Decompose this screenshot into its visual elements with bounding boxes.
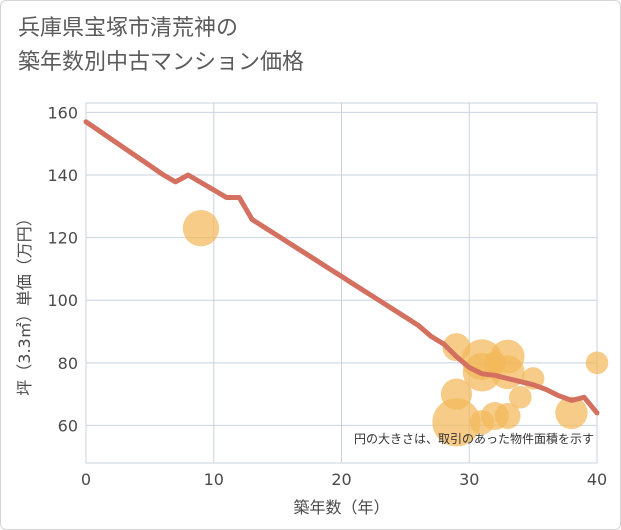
y-tick-label: 100 [47,291,78,310]
scatter-point [432,398,481,447]
x-tick-label: 10 [204,470,224,489]
chart-title-line2: 築年数別中古マンション価格 [18,50,305,75]
x-tick-label: 40 [587,470,607,489]
scatter-point [494,403,521,430]
x-axis-label: 築年数（年） [293,498,389,517]
x-tick-label: 20 [331,470,351,489]
chart-title: 兵庫県宝塚市清荒神の 築年数別中古マンション価格 [18,12,304,80]
average-price-line [83,119,600,416]
scatter-point [509,385,532,409]
y-tick-label: 140 [47,166,78,185]
y-axis-label: 坪（3.3㎡）単価（万円） [15,210,34,395]
scatter-point [555,396,588,430]
bubble-size-note: 円の大きさは、取引のあった物件面積を示す [354,431,594,446]
y-tick-label: 80 [58,354,78,373]
scatter-series [182,210,609,447]
y-tick-label: 60 [58,416,78,435]
y-tick-label: 160 [47,103,78,122]
scatter-point [585,351,609,375]
scatter-point [490,355,525,390]
y-tick-label: 120 [47,229,78,248]
y-axis-ticks: 60 80 100 120 140 160 [47,103,78,435]
scatter-point [182,210,220,247]
x-tick-label: 0 [81,470,91,489]
x-axis-ticks: 0 10 20 30 40 [81,470,607,489]
x-tick-label: 30 [459,470,479,489]
chart-title-line1: 兵庫県宝塚市清荒神の [18,16,239,41]
